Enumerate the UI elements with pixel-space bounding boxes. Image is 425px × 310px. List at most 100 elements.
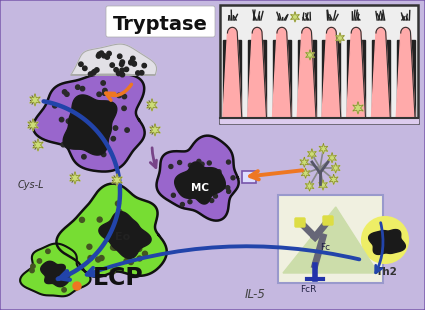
Circle shape xyxy=(87,101,91,105)
Circle shape xyxy=(210,198,214,202)
Circle shape xyxy=(120,73,125,77)
Circle shape xyxy=(30,268,34,273)
Circle shape xyxy=(169,165,173,169)
Text: ECP: ECP xyxy=(93,266,143,290)
FancyBboxPatch shape xyxy=(220,5,418,123)
Circle shape xyxy=(115,238,120,243)
Circle shape xyxy=(107,51,111,56)
Polygon shape xyxy=(291,12,299,22)
Circle shape xyxy=(217,171,221,175)
Circle shape xyxy=(62,90,67,94)
Text: IL-5: IL-5 xyxy=(244,287,266,300)
Polygon shape xyxy=(63,95,117,155)
Circle shape xyxy=(102,152,106,157)
Circle shape xyxy=(191,185,195,189)
Circle shape xyxy=(101,81,105,85)
FancyBboxPatch shape xyxy=(323,216,333,225)
Circle shape xyxy=(110,63,114,67)
Circle shape xyxy=(102,135,106,139)
Text: MC: MC xyxy=(191,183,209,193)
Polygon shape xyxy=(329,175,338,184)
Circle shape xyxy=(188,163,193,167)
Circle shape xyxy=(88,72,93,76)
Circle shape xyxy=(137,256,142,261)
Circle shape xyxy=(129,60,133,65)
Circle shape xyxy=(139,71,144,75)
Circle shape xyxy=(80,86,85,91)
Polygon shape xyxy=(301,168,310,178)
Polygon shape xyxy=(297,27,316,118)
Polygon shape xyxy=(397,40,414,118)
Circle shape xyxy=(71,131,76,135)
Text: Eo: Eo xyxy=(115,232,130,242)
Polygon shape xyxy=(20,244,91,296)
Circle shape xyxy=(117,210,122,215)
Polygon shape xyxy=(371,27,390,118)
Polygon shape xyxy=(298,40,315,118)
Polygon shape xyxy=(220,118,418,123)
Polygon shape xyxy=(272,27,291,118)
Polygon shape xyxy=(112,174,122,186)
Circle shape xyxy=(226,186,230,190)
Circle shape xyxy=(95,68,99,72)
Polygon shape xyxy=(336,33,344,43)
Circle shape xyxy=(97,92,101,96)
Circle shape xyxy=(132,61,136,66)
Text: Tryptase: Tryptase xyxy=(113,15,207,33)
Text: FcR: FcR xyxy=(300,285,316,294)
Circle shape xyxy=(79,217,85,222)
Circle shape xyxy=(110,269,116,274)
Circle shape xyxy=(142,64,147,68)
Polygon shape xyxy=(156,136,239,221)
Circle shape xyxy=(46,249,50,254)
Circle shape xyxy=(120,60,125,64)
Circle shape xyxy=(88,255,93,260)
Circle shape xyxy=(227,160,230,164)
Polygon shape xyxy=(300,157,309,167)
Circle shape xyxy=(188,200,192,204)
Circle shape xyxy=(87,244,92,249)
FancyBboxPatch shape xyxy=(106,6,215,37)
Circle shape xyxy=(79,62,83,66)
FancyBboxPatch shape xyxy=(295,218,305,227)
Polygon shape xyxy=(347,40,365,118)
Circle shape xyxy=(66,272,71,277)
Polygon shape xyxy=(319,180,327,190)
Circle shape xyxy=(74,107,79,111)
Polygon shape xyxy=(248,40,266,118)
Circle shape xyxy=(114,215,119,220)
Circle shape xyxy=(118,54,122,59)
Polygon shape xyxy=(319,144,328,154)
Circle shape xyxy=(82,155,86,159)
Text: Cys-L: Cys-L xyxy=(18,180,45,190)
Polygon shape xyxy=(305,181,314,191)
Circle shape xyxy=(62,288,66,292)
Circle shape xyxy=(54,268,58,273)
Polygon shape xyxy=(368,230,405,255)
Polygon shape xyxy=(41,261,69,287)
Circle shape xyxy=(96,257,101,262)
Circle shape xyxy=(99,255,104,260)
Polygon shape xyxy=(372,40,390,118)
Circle shape xyxy=(117,93,121,98)
Polygon shape xyxy=(323,40,340,118)
Circle shape xyxy=(116,201,120,206)
Circle shape xyxy=(124,259,129,263)
Circle shape xyxy=(137,246,142,251)
Circle shape xyxy=(130,221,134,227)
Polygon shape xyxy=(33,74,144,171)
Polygon shape xyxy=(150,124,160,136)
Circle shape xyxy=(66,119,71,123)
Circle shape xyxy=(124,67,129,72)
Circle shape xyxy=(109,113,113,117)
Circle shape xyxy=(217,170,221,174)
Polygon shape xyxy=(353,102,363,114)
Polygon shape xyxy=(322,27,341,118)
Circle shape xyxy=(122,106,126,110)
Circle shape xyxy=(54,272,58,276)
Polygon shape xyxy=(283,207,378,273)
Circle shape xyxy=(190,166,194,170)
Polygon shape xyxy=(396,27,415,118)
Circle shape xyxy=(131,243,136,248)
Circle shape xyxy=(130,56,135,61)
